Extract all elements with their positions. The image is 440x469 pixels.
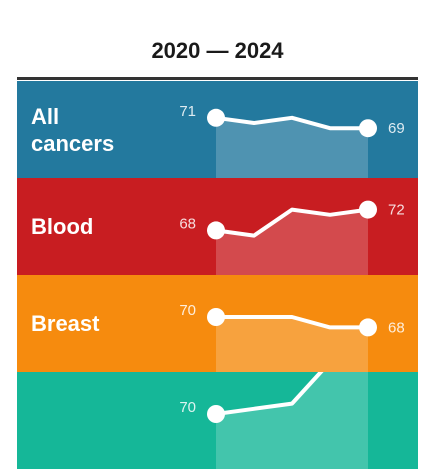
start-point: [207, 108, 225, 127]
row-label: Blood: [31, 214, 94, 239]
row-label: All cancers: [31, 103, 115, 156]
end-value-label: 69: [388, 120, 405, 137]
end-point: [359, 119, 377, 138]
series-line: [214, 207, 370, 238]
series-area: [216, 372, 368, 469]
series-area: [216, 317, 368, 372]
end-value-label: 72: [388, 202, 405, 219]
row-sparkline: 70 68: [179, 302, 405, 372]
series-line: [214, 115, 370, 131]
start-point: [207, 221, 225, 240]
row-sparkline: 7083: [179, 372, 368, 469]
header-divider: [17, 77, 418, 80]
row-sparkline: 71 69: [179, 103, 405, 178]
chart-title: 2020 — 2024: [151, 38, 284, 63]
start-value-label: 71: [179, 103, 196, 120]
chart-row: Blood 68 72: [17, 178, 418, 275]
series-area: [216, 209, 368, 275]
chart-row: Breast 70 68: [17, 275, 418, 372]
end-point: [359, 318, 377, 337]
series-line: [214, 315, 370, 330]
row-label: Breast: [31, 311, 100, 336]
end-point: [359, 200, 377, 219]
series-area: [216, 117, 368, 178]
start-point: [207, 308, 225, 326]
row-sparkline: 68 72: [179, 200, 405, 275]
chart-row: All cancers 71 69: [17, 81, 418, 178]
end-value-label: 68: [388, 319, 405, 336]
start-value-label: 70: [179, 399, 196, 416]
start-point: [207, 405, 225, 423]
start-value-label: 68: [179, 215, 196, 232]
start-value-label: 70: [179, 302, 196, 319]
chart-row: 7083: [17, 372, 418, 469]
